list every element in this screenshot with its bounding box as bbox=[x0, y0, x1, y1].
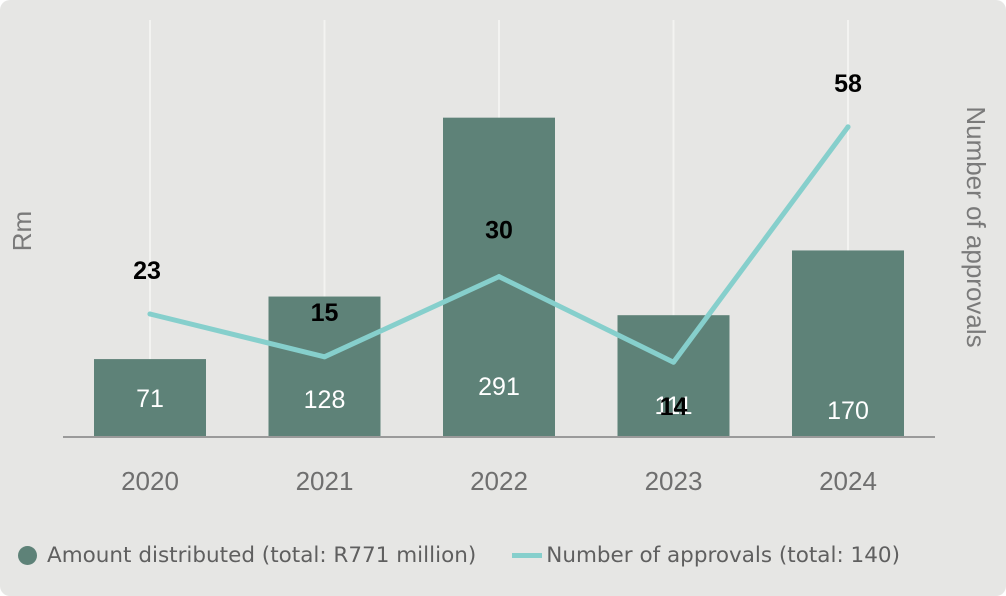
x-tick-2021: 2021 bbox=[296, 466, 354, 496]
approvals-point-2024 bbox=[845, 124, 851, 130]
approvals-value-label-2022: 30 bbox=[485, 217, 513, 245]
approvals-value-label-2020: 23 bbox=[133, 257, 161, 285]
approvals-point-2023 bbox=[671, 359, 676, 365]
x-tick-2023: 2023 bbox=[645, 466, 703, 496]
approvals-point-2022 bbox=[496, 274, 502, 280]
legend-item-amount: Amount distributed (total: R771 million) bbox=[18, 543, 476, 568]
y-axis-label-left: Rm bbox=[7, 211, 37, 251]
legend: Amount distributed (total: R771 million)… bbox=[18, 538, 900, 572]
x-tick-2024: 2024 bbox=[819, 466, 877, 496]
legend-label-approvals: Number of approvals (total: 140) bbox=[546, 542, 900, 568]
approvals-value-label-2021: 15 bbox=[311, 299, 339, 327]
legend-swatch-approvals bbox=[512, 552, 543, 558]
x-tick-2022: 2022 bbox=[470, 466, 528, 496]
bar-2021 bbox=[268, 296, 381, 437]
legend-swatch-amount bbox=[18, 545, 37, 565]
bar-value-label-2022: 291 bbox=[478, 373, 520, 401]
y-axis-label-right: Number of approvals bbox=[961, 106, 991, 347]
bar-2023 bbox=[617, 315, 730, 437]
approvals-value-label-2023: 14 bbox=[660, 393, 688, 421]
approvals-point-2021 bbox=[322, 354, 327, 360]
approvals-value-label-2024: 58 bbox=[834, 70, 862, 98]
x-tick-2020: 2020 bbox=[121, 466, 179, 496]
bar-value-label-2021: 128 bbox=[304, 386, 346, 414]
approvals-point-2020 bbox=[147, 311, 153, 317]
bar-value-label-2024: 170 bbox=[827, 397, 869, 425]
bar-value-label-2023: 111 bbox=[654, 392, 692, 420]
legend-item-approvals: Number of approvals (total: 140) bbox=[476, 543, 900, 568]
bar-value-label-2020: 71 bbox=[136, 385, 164, 413]
legend-label-amount: Amount distributed (total: R771 million) bbox=[47, 542, 477, 568]
bar-2024 bbox=[792, 250, 904, 437]
bar-2020 bbox=[94, 359, 206, 437]
